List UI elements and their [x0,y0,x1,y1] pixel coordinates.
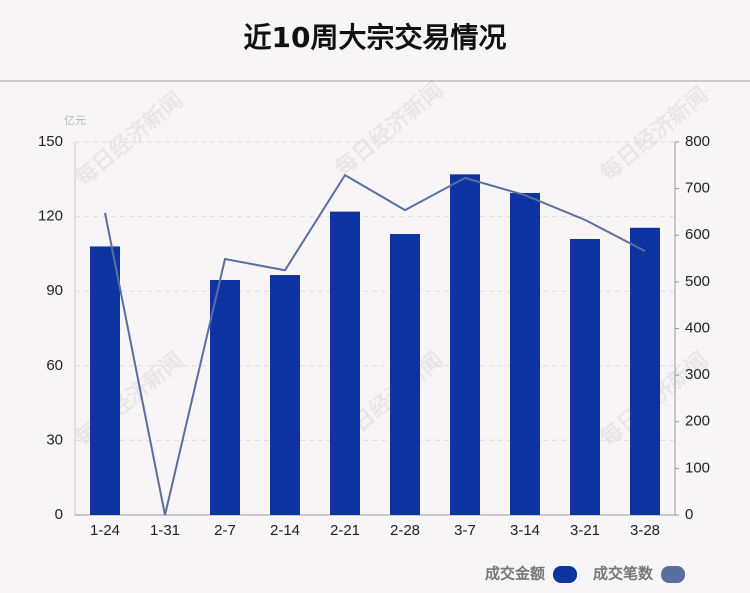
x-tick-label: 3-14 [510,522,540,539]
legend-label: 成交笔数 [593,565,654,583]
bar [390,234,420,516]
x-tick-label: 2-7 [214,522,236,539]
y-tick-label: 0 [55,506,63,523]
y2-tick-label: 600 [685,226,710,243]
legend-swatch [553,566,578,583]
x-tick-label: 3-28 [630,522,660,539]
y2-tick-label: 300 [685,366,710,383]
y-tick-label: 120 [38,208,63,225]
x-tick-label: 2-28 [390,522,420,539]
y2-tick-label: 0 [685,506,693,523]
y-tick-label: 90 [46,282,63,299]
y-tick-label: 150 [38,133,63,150]
y2-tick-label: 700 [685,180,710,197]
x-tick-label: 1-24 [90,522,120,539]
line [104,173,646,516]
bar [450,174,480,515]
x-tick-label: 2-21 [330,522,360,539]
bar [510,192,540,515]
bar [90,246,120,515]
y2-tick-label: 800 [685,133,710,150]
x-tick-label: 1-31 [150,522,180,539]
y-tick-label: 60 [46,357,63,374]
legend-swatch [661,566,686,583]
x-tick-label: 2-14 [270,522,300,539]
bar [570,238,600,516]
y-tick-label: 30 [46,431,63,448]
bar [210,280,240,515]
y2-tick-label: 200 [685,413,710,430]
bar [330,211,360,516]
x-tick-label: 3-21 [570,522,600,539]
legend-label: 成交金额 [485,565,545,583]
x-tick-label: 3-7 [454,522,476,539]
bar [630,227,660,516]
y-unit: 亿元 [64,114,86,127]
y2-tick-label: 100 [685,459,710,476]
y2-tick-label: 500 [685,273,710,290]
bar [270,275,300,515]
y2-tick-label: 400 [685,319,710,336]
chart-title: 近10周大宗交易情况 [244,21,507,54]
